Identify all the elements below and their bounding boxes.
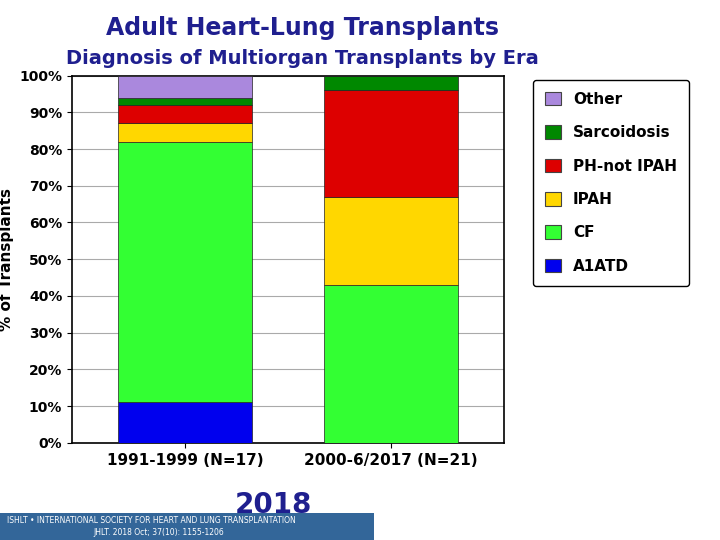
Bar xyxy=(118,402,252,443)
Bar xyxy=(118,98,252,105)
Bar xyxy=(118,123,252,141)
Bar xyxy=(324,285,458,443)
Bar xyxy=(324,197,458,285)
Y-axis label: % of Transplants: % of Transplants xyxy=(0,188,14,330)
Text: ISHLT • INTERNATIONAL SOCIETY FOR HEART AND LUNG TRANSPLANTATION: ISHLT • INTERNATIONAL SOCIETY FOR HEART … xyxy=(7,516,296,525)
Bar xyxy=(324,90,458,197)
Text: Adult Heart-Lung Transplants: Adult Heart-Lung Transplants xyxy=(106,16,499,40)
Bar xyxy=(324,76,458,90)
Bar xyxy=(0,514,374,540)
Bar xyxy=(118,141,252,402)
Bar xyxy=(118,105,252,123)
Text: 2018: 2018 xyxy=(235,491,312,519)
Text: Diagnosis of Multiorgan Transplants by Era: Diagnosis of Multiorgan Transplants by E… xyxy=(66,49,539,68)
Legend: Other, Sarcoidosis, PH-not IPAH, IPAH, CF, A1ATD: Other, Sarcoidosis, PH-not IPAH, IPAH, C… xyxy=(534,79,689,286)
Text: ISHLT: ISHLT xyxy=(19,482,104,510)
Bar xyxy=(118,76,252,98)
Text: JHLT. 2018 Oct; 37(10): 1155-1206: JHLT. 2018 Oct; 37(10): 1155-1206 xyxy=(94,529,225,537)
